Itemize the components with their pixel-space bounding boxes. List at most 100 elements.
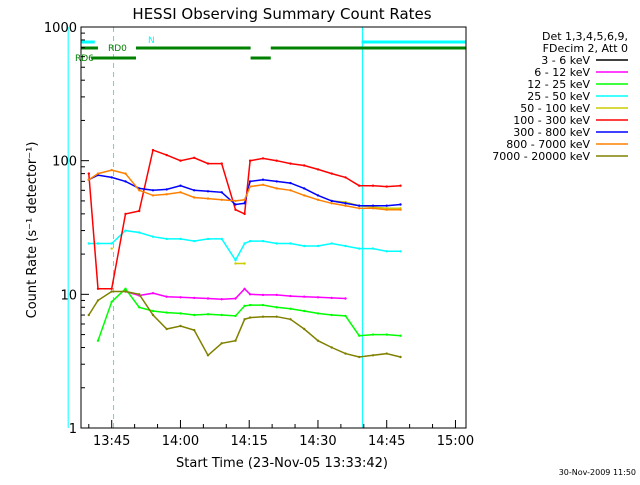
series-8-point-18 [275, 187, 278, 190]
y-tick-label-4: 1000 [44, 21, 77, 36]
legend-label-9: 7000 - 20000 keV [492, 150, 590, 163]
legend-label-6: 100 - 300 keV [513, 114, 590, 127]
series-5-point-5 [110, 247, 113, 250]
series-4-point-4 [96, 242, 100, 245]
series-4-point-22 [330, 242, 333, 245]
series-9-point-24 [358, 355, 361, 359]
series-4-point-27 [399, 250, 402, 253]
series-4-point-25 [371, 247, 375, 250]
series-9-point-21 [316, 339, 320, 342]
series-2-point-11 [193, 296, 196, 300]
series-6-point-19 [289, 162, 292, 165]
y-tick-label-3: 100 [52, 155, 77, 170]
legend-label-5: 50 - 100 keV [520, 102, 590, 115]
series-6-point-27 [399, 184, 402, 187]
series-line-7 [88, 174, 401, 207]
series-6-point-8 [151, 148, 155, 152]
flag-label-2: N [148, 36, 155, 46]
series-6-point-18 [275, 159, 278, 162]
series-4-point-10 [179, 237, 182, 241]
series-6-point-10 [179, 159, 182, 162]
footer-timestamp: 30-Nov-2009 11:50 [559, 468, 636, 477]
series-9-point-17 [261, 315, 265, 318]
series-3-point-14 [234, 314, 237, 318]
series-3-point-8 [151, 309, 155, 313]
y-tick-label-2: 10 [60, 288, 77, 303]
series-8-point-23 [344, 204, 347, 207]
series-4-point-16 [248, 239, 252, 243]
series-6-point-7 [138, 209, 141, 213]
series-3-point-27 [399, 334, 402, 337]
series-7-point-17 [261, 178, 265, 181]
series-2-point-14 [234, 297, 237, 300]
series-8-point-20 [303, 194, 306, 197]
legend-label-1: 3 - 6 keV [541, 54, 590, 67]
series-6-point-11 [193, 156, 196, 159]
series-9-point-19 [289, 318, 292, 321]
series-3-point-17 [261, 303, 265, 307]
x-tick-label-2: 14:00 [162, 434, 199, 449]
series-9-point-20 [303, 327, 306, 331]
series-7-point-20 [303, 187, 306, 190]
legend-label-8: 800 - 7000 keV [506, 138, 590, 151]
series-3-point-5 [110, 300, 113, 303]
series-4-point-13 [220, 237, 223, 241]
series-3-point-19 [289, 307, 292, 310]
series-8-point-17 [261, 183, 265, 186]
series-3-point-20 [303, 309, 306, 313]
series-3-point-6 [124, 287, 127, 290]
series-3-point-21 [316, 312, 320, 315]
series-9-point-8 [151, 313, 155, 317]
series-9-point-18 [275, 315, 278, 318]
series-7-point-23 [344, 202, 347, 205]
series-8-point-26 [385, 208, 388, 211]
series-2-point-16 [248, 293, 252, 296]
series-line-3 [97, 287, 401, 341]
series-9-point-7 [138, 293, 141, 296]
series-9-point-16 [248, 316, 252, 319]
series-7-point-26 [385, 204, 388, 207]
series-4-point-9 [165, 237, 168, 241]
series-2-point-22 [330, 296, 333, 300]
series-3-point-12 [206, 313, 210, 316]
y-axis-label: Count Rate (s⁻¹ detector⁻¹) [25, 142, 40, 319]
series-4-point-15 [243, 242, 246, 245]
series-2-point-9 [165, 295, 168, 298]
x-tick-label-4: 14:30 [299, 434, 336, 449]
series-6-point-20 [303, 164, 306, 167]
series-3-point-15 [243, 304, 246, 308]
series-8-point-6 [124, 172, 127, 175]
series-2-point-8 [151, 292, 155, 295]
series-8-point-12 [206, 197, 210, 200]
series-8-point-10 [179, 191, 182, 194]
series-line-6 [88, 149, 401, 290]
series-6-point-3 [87, 172, 91, 175]
series-9-point-11 [193, 328, 196, 332]
series-6-point-23 [344, 176, 347, 179]
series-8-point-11 [193, 196, 196, 199]
x-tick-label-1: 13:45 [93, 434, 130, 449]
series-9-point-26 [385, 352, 388, 355]
series-4-point-23 [344, 244, 347, 248]
series-6-point-13 [220, 162, 223, 165]
series-7-point-24 [358, 204, 361, 207]
series-3-point-9 [165, 311, 168, 314]
series-3-point-13 [220, 313, 223, 317]
series-4-point-18 [275, 242, 278, 245]
series-3-point-7 [138, 306, 141, 309]
series-4-point-12 [206, 237, 210, 241]
series-6-point-9 [165, 153, 168, 157]
legend-label-2: 6 - 12 keV [534, 66, 590, 79]
series-8-point-24 [358, 207, 361, 210]
flag-label-4: RD6 [75, 54, 94, 64]
series-7-point-11 [193, 189, 196, 192]
series-7-point-8 [151, 189, 155, 192]
series-6-point-16 [248, 159, 252, 162]
series-9-point-27 [399, 355, 402, 359]
series-5-point-15 [243, 262, 246, 265]
series-6-point-14 [234, 208, 237, 211]
series-2-point-12 [206, 297, 210, 300]
series-4-point-6 [124, 229, 127, 232]
series-4-point-21 [316, 244, 320, 248]
